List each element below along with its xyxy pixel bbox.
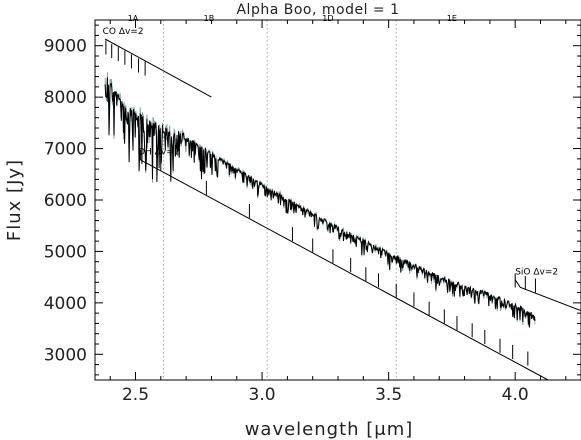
band-dividers [162, 20, 397, 380]
line-list: OH Δv=1 [138, 148, 549, 381]
line-list: CO Δv=2 [103, 27, 212, 98]
molecular-line-lists: CO Δv=2 OH Δv=1 SiO Δv=2 [103, 27, 581, 381]
line-list-guide [104, 38, 212, 98]
band-labels: 1A 1B 1D 1E [128, 14, 457, 23]
y-tick-label: 4000 [44, 294, 87, 314]
x-axis-ticks: 2.5 3.0 3.5 4.0 [109, 20, 567, 405]
line-list-guide [140, 149, 549, 381]
y-axis-ticks: 3000 4000 5000 6000 7000 8000 9000 [44, 24, 581, 376]
band-label: 1B [204, 14, 215, 23]
y-tick-label: 3000 [44, 345, 87, 365]
y-tick-label: 8000 [44, 88, 87, 108]
x-tick-label: 2.5 [122, 385, 149, 405]
x-tick-label: 3.0 [249, 385, 276, 405]
x-tick-label: 4.0 [502, 385, 529, 405]
chart-title: Alpha Boo, model = 1 [236, 2, 399, 18]
x-axis-label: wavelength [μm] [245, 419, 414, 440]
band-label: 1E [447, 14, 457, 23]
band-label: 1D [322, 14, 333, 23]
observed-spectrum-line [104, 77, 536, 328]
line-list-label: OH Δv=1 [138, 148, 179, 158]
line-list-label: SiO Δv=2 [515, 268, 558, 278]
series-observed [104, 77, 536, 328]
y-tick-label: 9000 [44, 37, 87, 57]
plot-frame [94, 19, 581, 381]
y-tick-label: 6000 [44, 191, 87, 211]
band-label: 1A [128, 14, 139, 23]
y-tick-label: 5000 [44, 242, 87, 262]
x-tick-label: 3.5 [375, 385, 402, 405]
y-tick-label: 7000 [44, 140, 87, 160]
line-list-label: CO Δv=2 [103, 27, 144, 37]
line-list: SiO Δv=2 [514, 268, 581, 312]
line-list-guide [514, 279, 581, 312]
y-axis-label: Flux [Jy] [4, 159, 25, 241]
